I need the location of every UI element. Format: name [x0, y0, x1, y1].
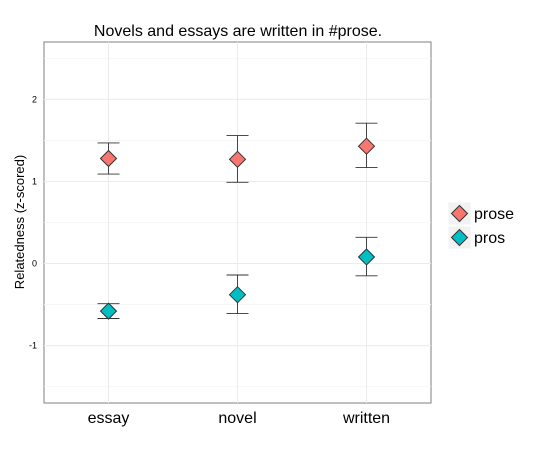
x-tick-label: novel [218, 410, 256, 427]
point-pros [357, 248, 376, 266]
legend-label-pros: pros [474, 230, 505, 247]
point-pros [99, 302, 118, 320]
legend-symbol-pros [450, 228, 469, 247]
y-tick-label: 2 [32, 94, 37, 104]
x-axis-ticks: essay novel written [88, 410, 390, 427]
x-tick-label: essay [88, 410, 130, 427]
y-axis-ticks: -1 0 1 2 [29, 94, 37, 350]
y-axis-label: Relatedness (z-scored) [12, 155, 27, 289]
point-pros [228, 285, 247, 304]
plot-panel [43, 41, 432, 404]
point-prose [99, 149, 118, 168]
y-tick-label: 1 [32, 176, 37, 186]
legend: prose pros [447, 201, 514, 250]
chart-title: Novels and essays are written in #prose. [94, 23, 382, 40]
y-tick-label: 0 [32, 259, 37, 269]
point-prose [228, 150, 247, 169]
point-prose [357, 137, 376, 155]
y-tick-label: -1 [29, 341, 37, 351]
legend-symbol-prose [450, 204, 469, 223]
data-points [99, 137, 376, 320]
legend-label-prose: prose [474, 206, 514, 223]
x-tick-label: written [342, 410, 390, 427]
